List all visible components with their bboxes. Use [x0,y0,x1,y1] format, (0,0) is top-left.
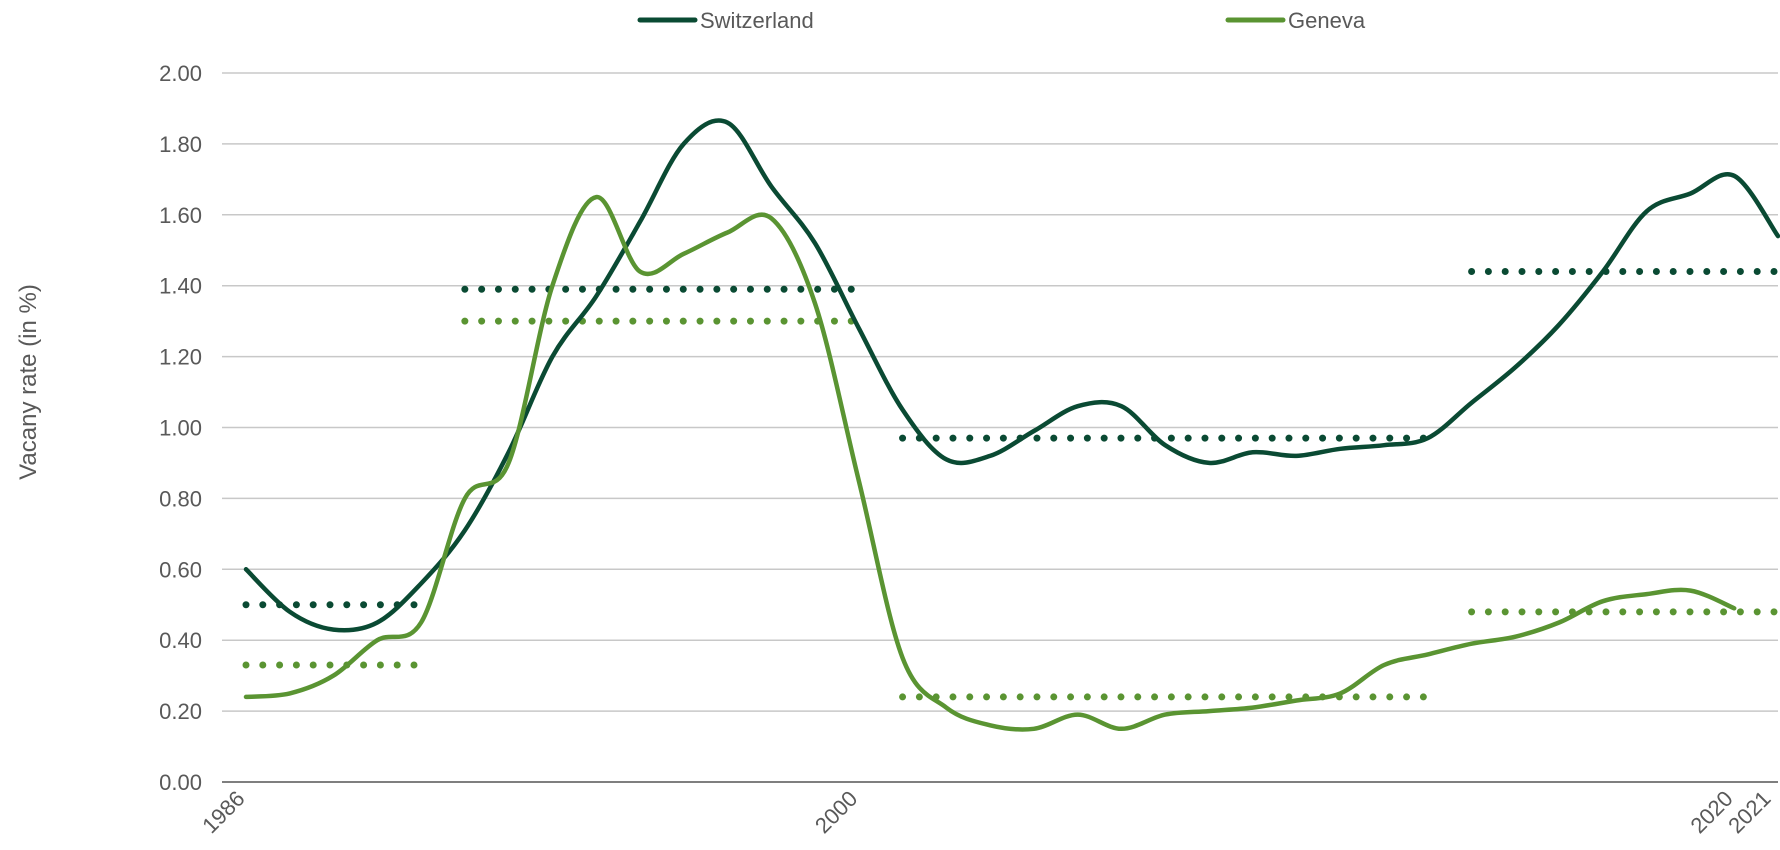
y-tick-label: 0.80 [159,486,202,511]
y-axis-ticks: 0.00 0.20 0.40 0.60 0.80 1.00 1.20 1.40 1.60 1.80… [159,61,202,795]
legend-label-switzerland: Switzerland [700,8,814,33]
y-tick-label: 0.60 [159,557,202,582]
y-axis-label: Vacany rate (in %) [15,284,42,480]
y-tick-label: 1.00 [159,416,202,441]
y-tick-label: 0.40 [159,628,202,653]
y-tick-label: 0.20 [159,699,202,724]
series-line-geneva [243,194,1737,732]
y-tick-label: 1.80 [159,132,202,157]
grid-lines [222,72,1778,712]
x-tick-label: 2000 [810,786,862,838]
x-tick-label: 2020 [1685,786,1737,838]
series-line-switzerland [243,118,1780,633]
y-tick-label: 1.20 [159,345,202,370]
y-tick-label: 1.40 [159,274,202,299]
y-tick-label: 1.60 [159,203,202,228]
legend-label-geneva: Geneva [1288,8,1366,33]
y-tick-label: 0.00 [159,770,202,795]
legend: Switzerland Geneva [637,8,1366,33]
average-lines [242,268,1780,701]
y-tick-label: 2.00 [159,61,202,86]
x-tick-label: 2021 [1723,786,1775,838]
x-tick-label: 1986 [197,786,249,838]
series-lines [243,118,1780,732]
